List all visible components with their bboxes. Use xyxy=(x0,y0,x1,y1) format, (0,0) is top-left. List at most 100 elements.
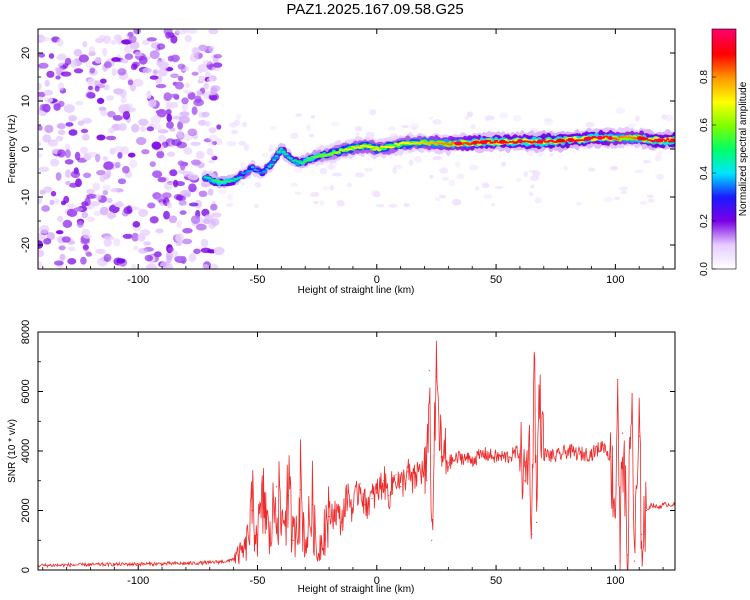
ridge-blob xyxy=(287,156,290,159)
colorbar-tick-label: 0.0 xyxy=(699,262,710,276)
noise-blob xyxy=(181,29,190,34)
noise-blob xyxy=(53,198,60,205)
ridge-blob xyxy=(288,157,293,160)
noise-blob xyxy=(156,43,166,50)
ridge-blob xyxy=(227,181,231,183)
noise-blob xyxy=(117,68,127,76)
noise-blob xyxy=(448,179,456,187)
colorbar-segment xyxy=(712,207,736,210)
colorbar-segment xyxy=(712,61,736,64)
snr-data-point xyxy=(89,564,92,566)
ridge-blob xyxy=(666,138,670,141)
noise-blob xyxy=(113,34,122,42)
snr-data-point xyxy=(633,560,636,562)
noise-blob xyxy=(354,126,363,132)
noise-blob xyxy=(82,243,89,252)
snr-data-point xyxy=(383,480,385,482)
noise-blob xyxy=(187,29,198,34)
noise-blob xyxy=(48,53,55,59)
noise-blob xyxy=(309,133,315,138)
noise-blob xyxy=(111,57,121,62)
noise-blob xyxy=(113,238,121,247)
noise-blob xyxy=(233,119,241,126)
snr-data-point xyxy=(316,557,318,559)
noise-blob xyxy=(240,181,246,186)
noise-blob xyxy=(253,204,259,209)
noise-blob xyxy=(55,172,62,181)
colorbar-segment xyxy=(712,231,736,234)
colorbar-segment xyxy=(712,113,736,116)
noise-blob xyxy=(116,258,126,264)
snr-data-point xyxy=(299,489,301,491)
snr-y-tick-label: 8000 xyxy=(20,320,32,344)
noise-blob xyxy=(55,135,64,142)
snr-y-axis-label: SNR (10 * v/v) xyxy=(7,419,18,483)
colorbar-segment xyxy=(712,153,736,156)
noise-blob xyxy=(129,84,136,92)
noise-blob xyxy=(240,161,245,169)
colorbar-segment xyxy=(712,209,736,212)
noise-blob xyxy=(88,151,98,158)
colorbar-segment xyxy=(712,33,736,36)
noise-blob xyxy=(155,83,167,89)
noise-blob xyxy=(369,109,377,116)
noise-blob xyxy=(208,29,219,35)
colorbar-segment xyxy=(712,135,736,138)
noise-blob xyxy=(329,184,335,191)
ridge-blob xyxy=(268,161,275,166)
noise-blob xyxy=(529,175,540,181)
snr-data-point xyxy=(237,554,239,556)
snr-data-point xyxy=(483,453,485,455)
noise-blob xyxy=(53,103,61,111)
noise-blob xyxy=(43,89,54,96)
noise-blob xyxy=(151,141,162,150)
ridge-blob xyxy=(624,135,630,137)
noise-blob xyxy=(618,186,628,191)
noise-blob xyxy=(365,131,375,139)
noise-blob xyxy=(182,170,194,178)
ridge-blob xyxy=(418,142,422,145)
noise-blob xyxy=(79,146,88,155)
colorbar-segment xyxy=(712,81,736,84)
noise-blob xyxy=(182,227,193,234)
noise-blob xyxy=(494,185,504,189)
noise-blob xyxy=(209,263,219,269)
snr-data-point xyxy=(371,498,373,500)
snr-data-point xyxy=(610,456,612,458)
noise-blob xyxy=(110,188,118,193)
noise-blob xyxy=(152,69,159,75)
colorbar-segment xyxy=(712,143,736,146)
noise-blob xyxy=(290,132,299,139)
noise-blob xyxy=(328,163,334,170)
noise-blob xyxy=(103,238,112,247)
noise-blob xyxy=(57,129,66,136)
noise-blob xyxy=(75,100,84,106)
noise-blob xyxy=(202,218,211,225)
noise-blob xyxy=(74,151,81,161)
colorbar-segment xyxy=(712,105,736,108)
colorbar-segment xyxy=(712,63,736,66)
noise-blob xyxy=(156,150,165,159)
noise-blob xyxy=(456,173,465,180)
noise-blob xyxy=(39,103,47,111)
colorbar-segment xyxy=(712,103,736,106)
colorbar-segment xyxy=(712,245,736,248)
noise-blob xyxy=(392,167,397,174)
noise-blob xyxy=(157,129,169,134)
noise-blob xyxy=(55,230,64,235)
noise-blob xyxy=(38,166,49,172)
colorbar-segment xyxy=(712,237,736,240)
noise-blob xyxy=(180,189,191,197)
noise-blob xyxy=(654,154,662,162)
colorbar-segment xyxy=(712,111,736,114)
noise-blob xyxy=(65,180,71,186)
ridge-blob xyxy=(329,153,334,156)
colorbar-segment xyxy=(712,109,736,112)
noise-blob xyxy=(92,182,100,191)
colorbar-segment xyxy=(712,211,736,214)
noise-blob xyxy=(94,80,101,87)
colorbar-segment xyxy=(712,217,736,220)
noise-blob xyxy=(143,241,152,246)
noise-blob xyxy=(132,221,141,228)
